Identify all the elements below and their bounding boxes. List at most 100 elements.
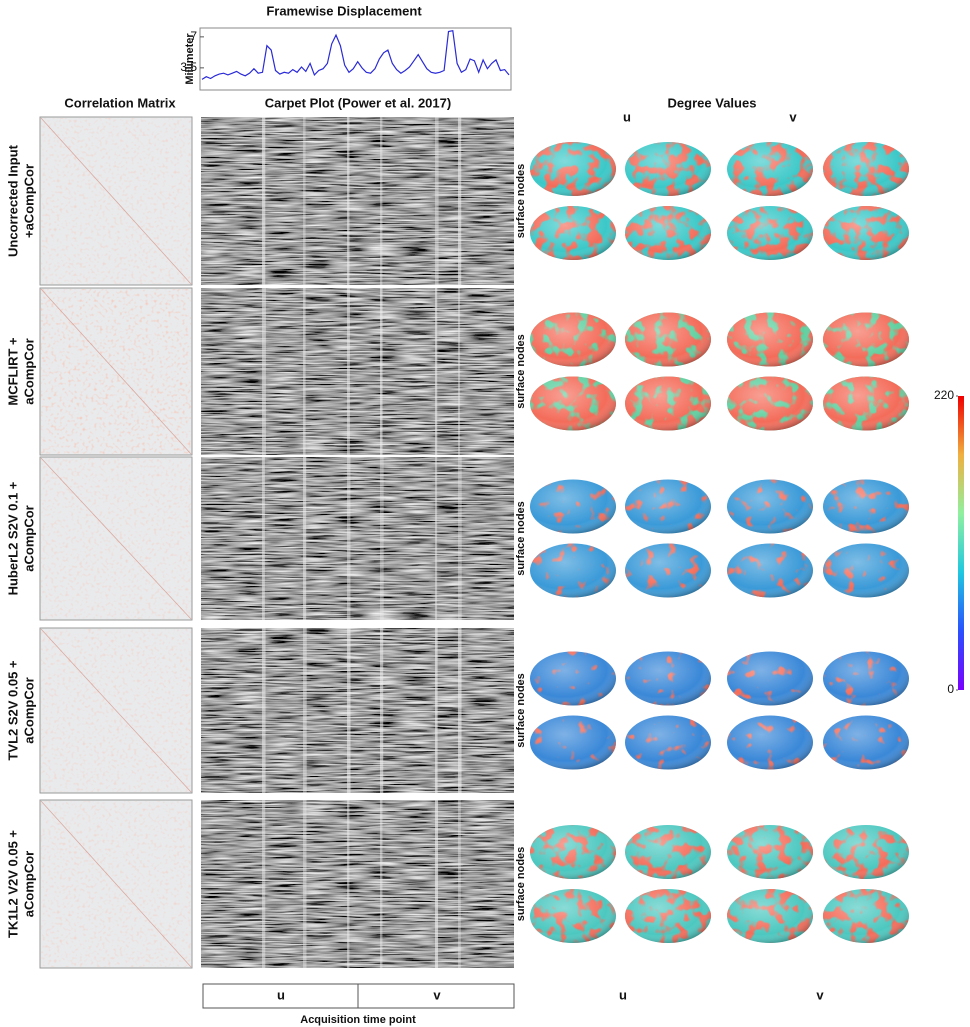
row-label: TVL2 S2V 0.05 + [5,660,20,760]
colorbar-label: 220 [934,388,954,402]
brain-shade [530,651,616,706]
brain-shade [823,889,909,943]
brain-shade [823,715,909,770]
time-segment: v [433,987,441,1002]
column-title: Correlation Matrix [64,95,176,110]
brain-shade [727,825,813,879]
brain-shade [727,715,813,770]
brain-shade [727,543,813,598]
brain-shade [530,543,616,598]
brain-shade [823,479,909,534]
brain-shade [727,206,813,260]
brain-shade [823,206,909,260]
brain-shade [625,825,711,879]
brain-shade [823,825,909,879]
colorbar [958,396,964,690]
brain-shade [727,376,813,431]
brain-shade [823,312,909,367]
carpet-spike [262,117,266,285]
degree-footer: v [816,987,824,1002]
row-label: HuberL2 S2V 0.1 + [5,481,20,595]
brain-shade [625,312,711,367]
y-tick-label: 3,5 [180,60,197,74]
carpet-texture [201,117,514,285]
row-label: aCompCor [21,505,36,571]
brain-shade [727,889,813,943]
carpet-spike [262,288,266,455]
carpet-spike [458,800,461,968]
carpet-texture [201,800,514,968]
brain-shade [625,715,711,770]
carpet-spike [303,628,307,793]
degree-header: v [789,109,797,124]
surface-nodes-label: surface nodes [515,164,527,239]
carpet-spike [435,117,439,285]
brain-shade [530,825,616,879]
carpet-spike [458,457,462,620]
carpet-spike [458,117,462,285]
brain-shade [530,479,616,534]
brain-shade [727,479,813,534]
time-segment: u [277,987,285,1002]
brain-shade [530,206,616,260]
brain-shade [625,142,711,196]
carpet-spike [380,117,383,285]
row-label: aCompCor [21,677,36,743]
carpet-texture [201,628,514,793]
correlation-diagonal [40,800,192,968]
surface-nodes-label: surface nodes [515,847,527,922]
carpet-spike [347,117,350,285]
carpet-spike [303,117,306,285]
carpet-spike [435,628,438,793]
brain-shade [727,142,813,196]
brain-shade [823,543,909,598]
brain-shade [530,376,616,431]
row-label: Uncorrected Input [5,144,20,257]
carpet-spike [262,800,266,968]
carpet-spike [262,628,266,793]
correlation-diagonal [40,117,192,285]
fd-title: Framewise Displacement [266,3,422,18]
carpet-spike [458,628,462,793]
carpet-spike [380,457,384,620]
brain-shade [625,479,711,534]
carpet-spike [435,800,439,968]
brain-shade [625,376,711,431]
row-label: aCompCor [21,851,36,917]
carpet-spike [435,457,438,620]
brain-shade [823,651,909,706]
carpet-spike [347,800,350,968]
brain-shade [530,889,616,943]
column-title: Degree Values [668,95,757,110]
correlation-diagonal [40,288,192,455]
carpet-spike [347,457,351,620]
degree-footer: u [619,987,627,1002]
row-label: +aCompCor [21,164,36,238]
brain-shade [530,142,616,196]
carpet-spike [303,288,306,455]
carpet-spike [303,457,307,620]
brain-shade [823,142,909,196]
brain-shade [625,651,711,706]
time-axis-label: Acquisition time point [300,1014,416,1026]
brain-shade [530,312,616,367]
brain-shade [625,206,711,260]
y-tick-label: 7 [190,29,197,43]
fd-line [201,29,510,80]
surface-nodes-label: surface nodes [515,673,527,748]
carpet-spike [435,288,438,455]
surface-nodes-label: surface nodes [515,501,527,576]
correlation-diagonal [40,457,192,620]
carpet-spike [262,457,265,620]
row-label: MCFLIRT + [5,337,20,406]
brain-shade [625,543,711,598]
carpet-spike [380,628,384,793]
degree-header: u [623,109,631,124]
surface-nodes-label: surface nodes [515,334,527,409]
carpet-spike [347,628,351,793]
fd-frame [199,27,512,91]
colorbar-label: 0 [947,682,954,696]
brain-shade [625,889,711,943]
carpet-texture [201,288,514,455]
